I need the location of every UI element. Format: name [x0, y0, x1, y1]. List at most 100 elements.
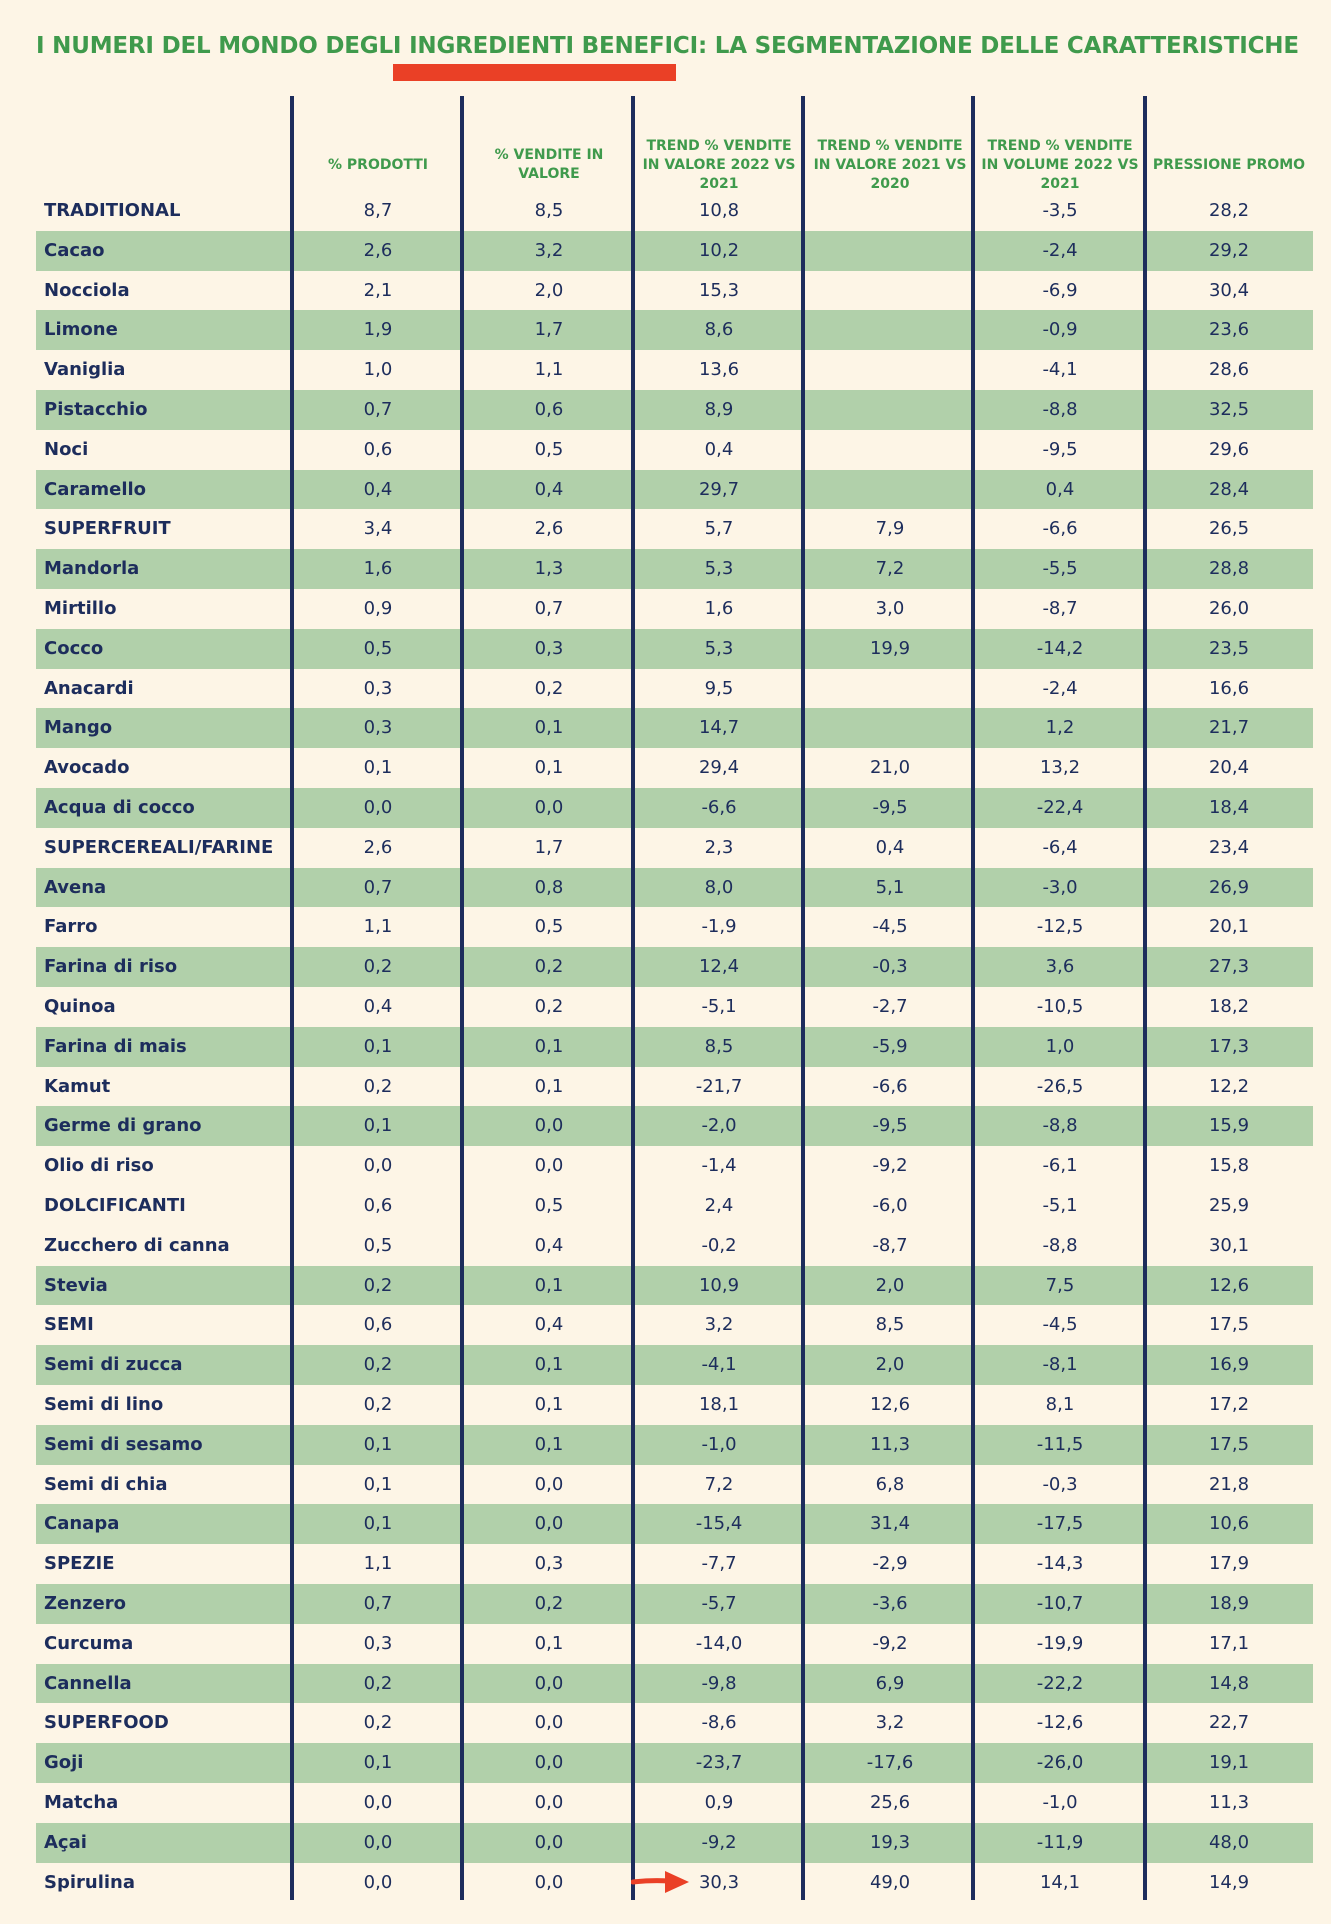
value-cell: 0,9	[363, 598, 393, 619]
value-cell: 6,9	[875, 1672, 905, 1694]
value-cell: -3,0	[1042, 876, 1078, 898]
value-cell: 15,3	[698, 279, 740, 301]
value-cell: 2,0	[875, 1274, 905, 1296]
value-cell: 3,0	[875, 598, 905, 619]
value-cell: -3,6	[872, 1593, 908, 1614]
row-label: Nocciola	[44, 279, 130, 301]
value-cell: 28,6	[1208, 359, 1250, 381]
value-cell: 19,1	[1208, 1752, 1250, 1774]
value-cell: 23,6	[1208, 319, 1250, 341]
value-cell: -9,5	[1042, 438, 1078, 460]
value-cell: 2,3	[704, 836, 734, 858]
value-cell: -8,8	[1042, 1234, 1078, 1256]
value-cell: 17,1	[1208, 1632, 1250, 1654]
value-cell: -14,3	[1036, 1553, 1084, 1575]
value-cell: 12,6	[1208, 1274, 1250, 1296]
table-row: Canapa 0,1 0,0 -15,4 31,4 -17,5 10,6	[36, 1504, 1313, 1545]
value-cell: 15,8	[1208, 1155, 1250, 1177]
value-cell: 20,1	[1208, 916, 1250, 938]
table-row: Nocciola 2,1 2,0 15,3 -6,9 30,4	[36, 271, 1313, 311]
value-cell: 8,5	[704, 1035, 734, 1057]
value-cell: 29,6	[1208, 438, 1250, 460]
value-cell: 9,5	[704, 677, 734, 699]
row-label: Cacao	[44, 239, 105, 261]
value-cell: 1,3	[534, 558, 564, 580]
value-cell: -2,4	[1042, 677, 1078, 699]
value-cell: 0,4	[1045, 478, 1075, 500]
row-label: SUPERCEREALI/FARINE	[44, 836, 274, 858]
table-row: Kamut 0,2 0,1 -21,7 -6,6 -26,5 12,2	[36, 1067, 1313, 1107]
value-cell: -5,1	[1042, 1195, 1078, 1216]
value-cell: 11,3	[869, 1433, 911, 1455]
table-row: Limone 1,9 1,7 8,6 -0,9 23,6	[36, 310, 1313, 351]
value-cell: 0,1	[534, 1075, 564, 1097]
value-cell: 0,6	[534, 399, 564, 420]
value-cell: 14,8	[1208, 1672, 1250, 1694]
column-divider	[631, 96, 635, 1900]
column-header: % PRODOTTI	[328, 156, 428, 173]
value-cell: 0,3	[363, 677, 393, 699]
value-cell: 28,8	[1208, 558, 1250, 580]
value-cell: 2,0	[875, 1354, 905, 1376]
value-cell: 18,1	[698, 1394, 740, 1415]
value-cell: 0,4	[534, 478, 564, 500]
value-cell: 0,2	[363, 1672, 393, 1694]
value-cell: -22,4	[1036, 797, 1084, 818]
value-cell: 15,9	[1208, 1115, 1250, 1137]
value-cell: -5,7	[701, 1593, 737, 1614]
value-cell: -1,4	[701, 1155, 737, 1177]
table-row: Spirulina 0,0 0,0 30,3 49,0 14,1 14,9	[36, 1863, 1313, 1903]
table-row: Farina di mais 0,1 0,1 8,5 -5,9 1,0 17,3	[36, 1026, 1313, 1067]
value-cell: 0,0	[534, 1792, 564, 1813]
value-cell: 0,2	[363, 1354, 393, 1376]
table-row: Anacardi 0,3 0,2 9,5 -2,4 16,6	[36, 669, 1313, 709]
value-cell	[810, 669, 970, 709]
value-cell: -8,7	[872, 1234, 908, 1256]
table-row: Zucchero di canna 0,5 0,4 -0,2 -8,7 -8,8 30,1	[36, 1226, 1313, 1266]
row-label: SEMI	[44, 1314, 94, 1336]
value-cell: 0,0	[363, 1792, 393, 1813]
row-label: Vaniglia	[44, 359, 126, 381]
row-label: Matcha	[44, 1792, 119, 1813]
value-cell: 16,9	[1208, 1354, 1250, 1376]
value-cell: 6,8	[875, 1473, 905, 1495]
value-cell: 10,8	[698, 200, 740, 221]
value-cell: 0,1	[363, 1035, 393, 1057]
value-cell: 12,2	[1208, 1075, 1250, 1097]
table-row: Farro 1,1 0,5 -1,9 -4,5 -12,5 20,1	[36, 907, 1313, 947]
value-cell: 1,0	[1045, 1035, 1075, 1057]
value-cell: 21,8	[1208, 1473, 1250, 1495]
value-cell: 17,2	[1208, 1394, 1250, 1415]
value-cell: 0,0	[534, 1871, 564, 1893]
table-row: Matcha 0,0 0,0 0,9 25,6 -1,0 11,3	[36, 1783, 1313, 1823]
value-cell: -1,9	[701, 916, 737, 938]
value-cell: -23,7	[695, 1752, 743, 1774]
row-label: Semi di chia	[44, 1473, 168, 1495]
table-row: Cacao 2,6 3,2 10,2 -2,4 29,2	[36, 230, 1313, 271]
table-row: Semi di chia 0,1 0,0 7,2 6,8 -0,3 21,8	[36, 1465, 1313, 1505]
category-row: SPEZIE 1,1 0,3 -7,7 -2,9 -14,3 17,9	[36, 1544, 1313, 1584]
row-label: Zucchero di canna	[44, 1234, 230, 1256]
value-cell: -21,7	[695, 1075, 743, 1097]
value-cell: 1,0	[363, 359, 393, 381]
value-cell: -11,9	[1036, 1831, 1084, 1853]
title-underline	[393, 64, 676, 81]
value-cell: 13,2	[1039, 757, 1081, 779]
value-cell: -2,4	[1042, 239, 1078, 261]
row-label: Mirtillo	[44, 598, 117, 619]
value-cell: 17,3	[1208, 1035, 1250, 1057]
value-cell: 0,0	[534, 1513, 564, 1535]
table-row: Quinoa 0,4 0,2 -5,1 -2,7 -10,5 18,2	[36, 987, 1313, 1027]
value-cell: -14,2	[1036, 637, 1084, 659]
row-label: Avena	[44, 876, 107, 898]
value-cell: 0,0	[534, 1712, 564, 1734]
value-cell: -6,6	[701, 797, 737, 818]
value-cell: 0,0	[534, 1672, 564, 1694]
row-label: Germe di grano	[44, 1115, 202, 1137]
value-cell: 2,1	[363, 279, 393, 301]
value-cell: 25,9	[1208, 1195, 1250, 1216]
value-cell: 0,0	[534, 1155, 564, 1177]
value-cell: 0,4	[534, 1314, 564, 1336]
row-label: Curcuma	[44, 1632, 134, 1654]
value-cell: -8,6	[701, 1712, 737, 1734]
